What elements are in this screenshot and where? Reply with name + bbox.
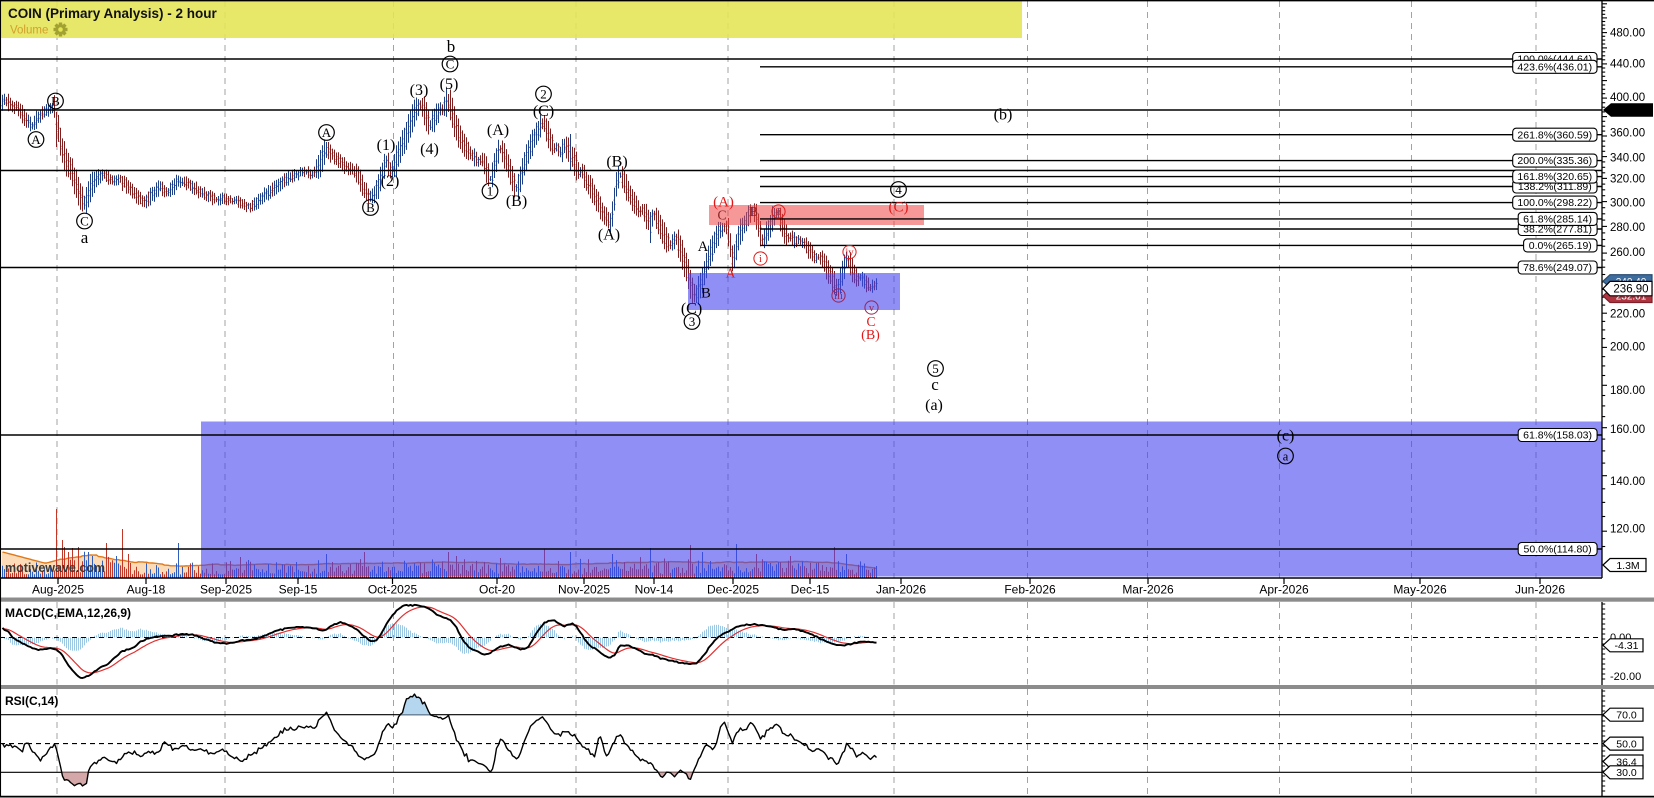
svg-text:3: 3: [689, 314, 696, 329]
svg-text:C: C: [80, 214, 89, 229]
svg-text:Apr-2026: Apr-2026: [1259, 583, 1309, 597]
svg-text:Dec-15: Dec-15: [791, 583, 830, 597]
svg-text:261.8%(360.59): 261.8%(360.59): [1517, 129, 1592, 141]
svg-text:(b): (b): [994, 107, 1013, 124]
svg-text:30.0: 30.0: [1616, 767, 1637, 779]
svg-text:(1): (1): [377, 137, 396, 154]
svg-text:200.00: 200.00: [1610, 342, 1645, 354]
svg-text:(5): (5): [440, 76, 459, 93]
svg-text:A: A: [698, 239, 709, 255]
svg-text:300.00: 300.00: [1610, 198, 1645, 210]
svg-text:61.8%(158.03): 61.8%(158.03): [1523, 430, 1592, 442]
svg-text:(A): (A): [598, 227, 620, 244]
svg-text:(B): (B): [861, 328, 880, 343]
svg-text:A: A: [322, 125, 332, 140]
svg-text:B: B: [366, 200, 375, 215]
svg-text:Aug-18: Aug-18: [127, 583, 166, 597]
svg-text:b: b: [447, 37, 456, 56]
svg-text:B: B: [701, 286, 711, 302]
svg-text:c: c: [931, 375, 939, 394]
svg-text:Jun-2026: Jun-2026: [1515, 583, 1565, 597]
svg-text:May-2026: May-2026: [1393, 583, 1447, 597]
svg-text:Nov-14: Nov-14: [635, 583, 674, 597]
svg-text:(C): (C): [533, 103, 554, 120]
svg-text:Volume: Volume: [10, 25, 48, 37]
svg-text:232.01: 232.01: [1616, 292, 1647, 303]
svg-text:236.90: 236.90: [1613, 284, 1648, 296]
svg-text:120.00: 120.00: [1610, 524, 1645, 536]
svg-text:78.6%(249.07): 78.6%(249.07): [1523, 262, 1592, 274]
svg-text:320.00: 320.00: [1610, 174, 1645, 186]
svg-text:50.0: 50.0: [1616, 738, 1637, 750]
svg-text:280.00: 280.00: [1610, 222, 1645, 234]
svg-text:a: a: [81, 228, 89, 247]
svg-text:(C): (C): [889, 200, 909, 216]
svg-text:v: v: [869, 303, 875, 314]
svg-text:38.2%(277.81): 38.2%(277.81): [1523, 224, 1592, 236]
svg-text:480.00: 480.00: [1610, 27, 1645, 39]
svg-text:C: C: [446, 57, 455, 72]
svg-text:61.8%(285.14): 61.8%(285.14): [1523, 214, 1592, 226]
svg-text:motivewave.com: motivewave.com: [5, 561, 105, 575]
svg-text:(4): (4): [420, 141, 439, 158]
svg-text:2: 2: [540, 87, 547, 102]
svg-text:A: A: [31, 132, 41, 147]
svg-text:(A): (A): [713, 195, 734, 211]
svg-text:Oct-20: Oct-20: [479, 583, 515, 597]
svg-text:-20.00: -20.00: [1610, 671, 1641, 683]
svg-text:i: i: [759, 254, 762, 265]
svg-text:0.0%(265.19): 0.0%(265.19): [1529, 240, 1592, 252]
svg-text:161.8%(320.65): 161.8%(320.65): [1517, 171, 1592, 183]
svg-text:C: C: [717, 208, 726, 223]
svg-text:423.6%(436.01): 423.6%(436.01): [1517, 61, 1592, 73]
svg-text:a: a: [1283, 449, 1289, 463]
svg-text:Nov-2025: Nov-2025: [558, 583, 610, 597]
svg-text:(a): (a): [925, 397, 943, 414]
svg-text:Dec-2025: Dec-2025: [707, 583, 759, 597]
svg-text:(c): (c): [1277, 428, 1295, 445]
svg-text:(2): (2): [381, 173, 400, 190]
svg-text:1: 1: [487, 184, 494, 199]
svg-text:B: B: [51, 94, 60, 109]
svg-text:200.0%(335.36): 200.0%(335.36): [1517, 155, 1592, 167]
svg-text:(3): (3): [410, 82, 429, 99]
svg-text:260.00: 260.00: [1610, 247, 1645, 259]
svg-text:1.3M: 1.3M: [1616, 560, 1639, 572]
svg-text:Sep-2025: Sep-2025: [200, 583, 252, 597]
svg-text:(B): (B): [606, 154, 627, 171]
svg-text:(A): (A): [487, 122, 509, 139]
svg-text:100.0%(298.22): 100.0%(298.22): [1517, 197, 1592, 209]
svg-text:Aug-2025: Aug-2025: [32, 583, 84, 597]
svg-text:Feb-2026: Feb-2026: [1004, 583, 1056, 597]
svg-text:50.0%(114.80): 50.0%(114.80): [1524, 544, 1592, 556]
svg-text:180.00: 180.00: [1610, 385, 1645, 397]
svg-text:Mar-2026: Mar-2026: [1122, 583, 1174, 597]
svg-text:Sep-15: Sep-15: [279, 583, 318, 597]
svg-text:(B): (B): [506, 193, 527, 210]
svg-text:360.00: 360.00: [1610, 127, 1645, 139]
svg-text:4: 4: [895, 182, 902, 197]
svg-text:B: B: [749, 204, 758, 219]
svg-text:Oct-2025: Oct-2025: [368, 583, 418, 597]
svg-text:C: C: [866, 314, 875, 329]
svg-text:138.2%(311.89): 138.2%(311.89): [1518, 181, 1592, 193]
svg-text:COIN (Primary Analysis) - 2 ho: COIN (Primary Analysis) - 2 hour: [8, 6, 218, 21]
svg-text:-4.31: -4.31: [1615, 640, 1639, 652]
svg-text:70.0: 70.0: [1616, 710, 1637, 722]
svg-text:iv: iv: [845, 248, 854, 259]
svg-text:440.00: 440.00: [1610, 58, 1645, 70]
svg-text:400.00: 400.00: [1610, 92, 1645, 104]
svg-text:220.00: 220.00: [1610, 308, 1645, 320]
svg-text:140.00: 140.00: [1610, 476, 1645, 488]
svg-text:iii: iii: [834, 291, 843, 302]
svg-text:(C): (C): [681, 301, 702, 318]
svg-text:5: 5: [932, 361, 939, 376]
svg-text:340.00: 340.00: [1610, 153, 1645, 165]
svg-text:ii: ii: [776, 207, 782, 218]
svg-text:160.00: 160.00: [1610, 424, 1645, 436]
svg-text:A: A: [726, 266, 736, 281]
svg-text:RSI(C,14): RSI(C,14): [5, 694, 58, 708]
svg-text:MACD(C,EMA,12,26,9): MACD(C,EMA,12,26,9): [5, 606, 131, 620]
svg-text:Jan-2026: Jan-2026: [876, 583, 926, 597]
